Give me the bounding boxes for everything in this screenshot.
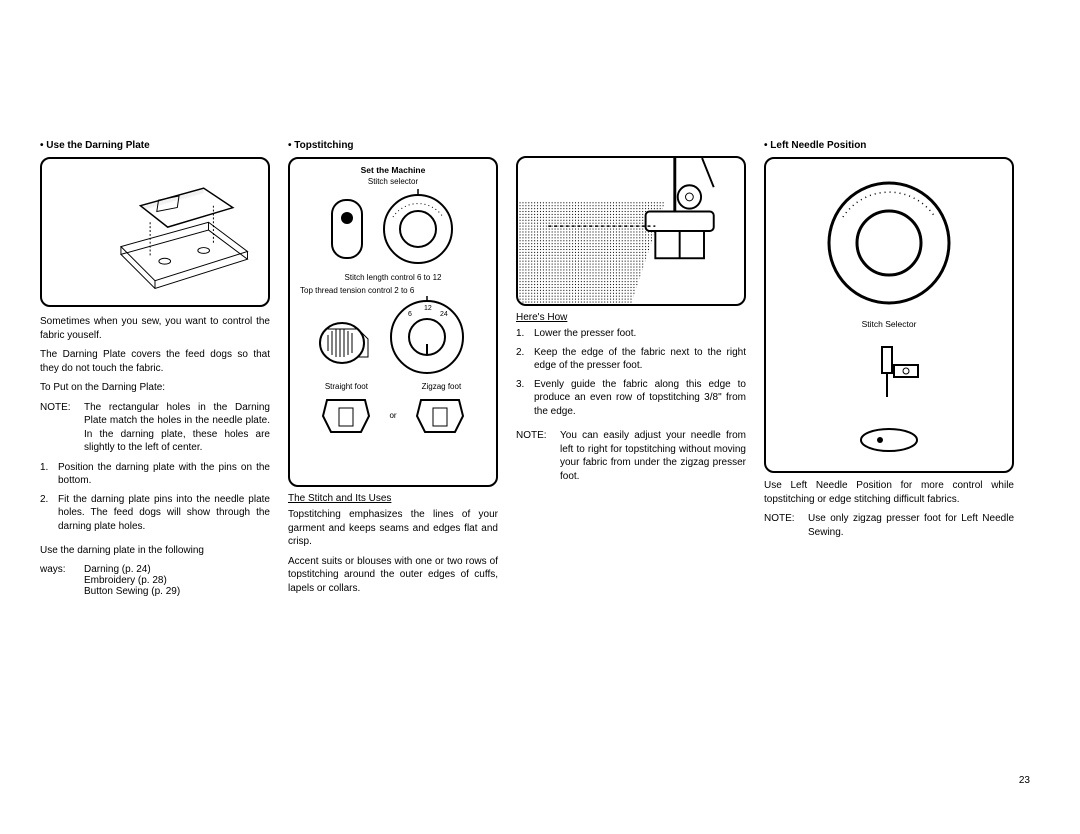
darning-plate-svg	[42, 159, 268, 305]
step-num: 3.	[516, 378, 534, 419]
fig-presser-foot	[516, 156, 746, 306]
way-item: Button Sewing (p. 29)	[84, 586, 180, 597]
darning-steps: 1.Position the darning plate with the pi…	[40, 461, 270, 539]
foot-icon	[319, 394, 373, 438]
note-label: NOTE:	[764, 512, 808, 539]
page-columns: Use the Darning Plate Sometimes when you…	[40, 140, 1040, 601]
dial-icon	[378, 189, 458, 269]
ways-label: ways:	[40, 564, 84, 597]
tension-dial-icon	[318, 305, 376, 369]
heading-topstitching: Topstitching	[288, 140, 498, 151]
stitch-uses-subhead: The Stitch and Its Uses	[288, 493, 498, 504]
stitch-selector-caption: Stitch Selector	[862, 319, 917, 329]
darning-use-line: Use the darning plate in the following	[40, 544, 270, 558]
note-body: You can easily adjust your needle from l…	[560, 429, 746, 483]
svg-text:24: 24	[440, 311, 448, 318]
svg-text:12: 12	[424, 305, 432, 312]
left-note: NOTE: Use only zigzag presser foot for L…	[764, 512, 1014, 539]
way-item: Darning (p. 24)	[84, 564, 180, 575]
straight-foot-label: Straight foot	[325, 382, 368, 392]
topstitch-p1: Topstitching emphasizes the lines of you…	[288, 508, 498, 549]
topstitch-p2: Accent suits or blouses with one or two …	[288, 555, 498, 596]
heading-left-needle: Left Needle Position	[764, 140, 1014, 151]
ways-row: ways: Darning (p. 24) Embroidery (p. 28)…	[40, 564, 270, 597]
set-machine-title: Set the Machine	[298, 165, 488, 175]
foot-icon	[413, 394, 467, 438]
darning-p2: The Darning Plate covers the feed dogs s…	[40, 348, 270, 375]
fig-set-machine: Set the Machine Stitch selector Stitch l…	[288, 157, 498, 487]
needle-icon	[854, 345, 924, 425]
note-label: NOTE:	[516, 429, 560, 483]
step-text: Keep the edge of the fabric next to the …	[534, 346, 746, 373]
darning-note: NOTE: The rectangular holes in the Darni…	[40, 401, 270, 455]
or-label: or	[389, 411, 396, 421]
ways-list: Darning (p. 24) Embroidery (p. 28) Butto…	[84, 564, 180, 597]
length-dial-icon: 6 12 24	[386, 296, 468, 378]
note-body: Use only zigzag presser foot for Left Ne…	[808, 512, 1014, 539]
note-label: NOTE:	[40, 401, 84, 455]
col-how: Here's How 1.Lower the presser foot. 2.K…	[516, 140, 746, 601]
step-num: 1.	[40, 461, 58, 488]
top-thread-label: Top thread tension control 2 to 6	[298, 286, 488, 296]
darning-p3: To Put on the Darning Plate:	[40, 381, 270, 395]
presser-svg	[518, 158, 744, 304]
zigzag-foot-label: Zigzag foot	[422, 382, 462, 392]
switch-icon	[328, 196, 366, 262]
col-topstitching: Topstitching Set the Machine Stitch sele…	[288, 140, 498, 601]
step-text: Evenly guide the fabric along this edge …	[534, 378, 746, 419]
col-left-needle: Left Needle Position Stitch Selector	[764, 140, 1014, 601]
left-p1: Use Left Needle Position for more contro…	[764, 479, 1014, 506]
fig-left-needle: Stitch Selector	[764, 157, 1014, 473]
note-body: The rectangular holes in the Darning Pla…	[84, 401, 270, 455]
col-darning: Use the Darning Plate Sometimes when you…	[40, 140, 270, 601]
page-number: 23	[1019, 775, 1030, 786]
step-text: Fit the darning plate pins into the need…	[58, 493, 270, 534]
heres-how-subhead: Here's How	[516, 312, 746, 323]
fig-darning-plate	[40, 157, 270, 307]
selector-dial-icon	[819, 173, 959, 313]
svg-text:6: 6	[408, 311, 412, 318]
way-item: Embroidery (p. 28)	[84, 575, 180, 586]
step-num: 2.	[516, 346, 534, 373]
step-num: 1.	[516, 327, 534, 341]
foot-small-icon	[856, 425, 922, 455]
heading-darning: Use the Darning Plate	[40, 140, 270, 151]
how-note: NOTE: You can easily adjust your needle …	[516, 429, 746, 483]
stitch-len-label: Stitch length control 6 to 12	[298, 273, 488, 287]
darning-p1: Sometimes when you sew, you want to cont…	[40, 315, 270, 342]
stitch-selector-label: Stitch selector	[298, 177, 488, 187]
step-text: Position the darning plate with the pins…	[58, 461, 270, 488]
step-num: 2.	[40, 493, 58, 534]
step-text: Lower the presser foot.	[534, 327, 746, 341]
how-steps: 1.Lower the presser foot. 2.Keep the edg…	[516, 327, 746, 423]
